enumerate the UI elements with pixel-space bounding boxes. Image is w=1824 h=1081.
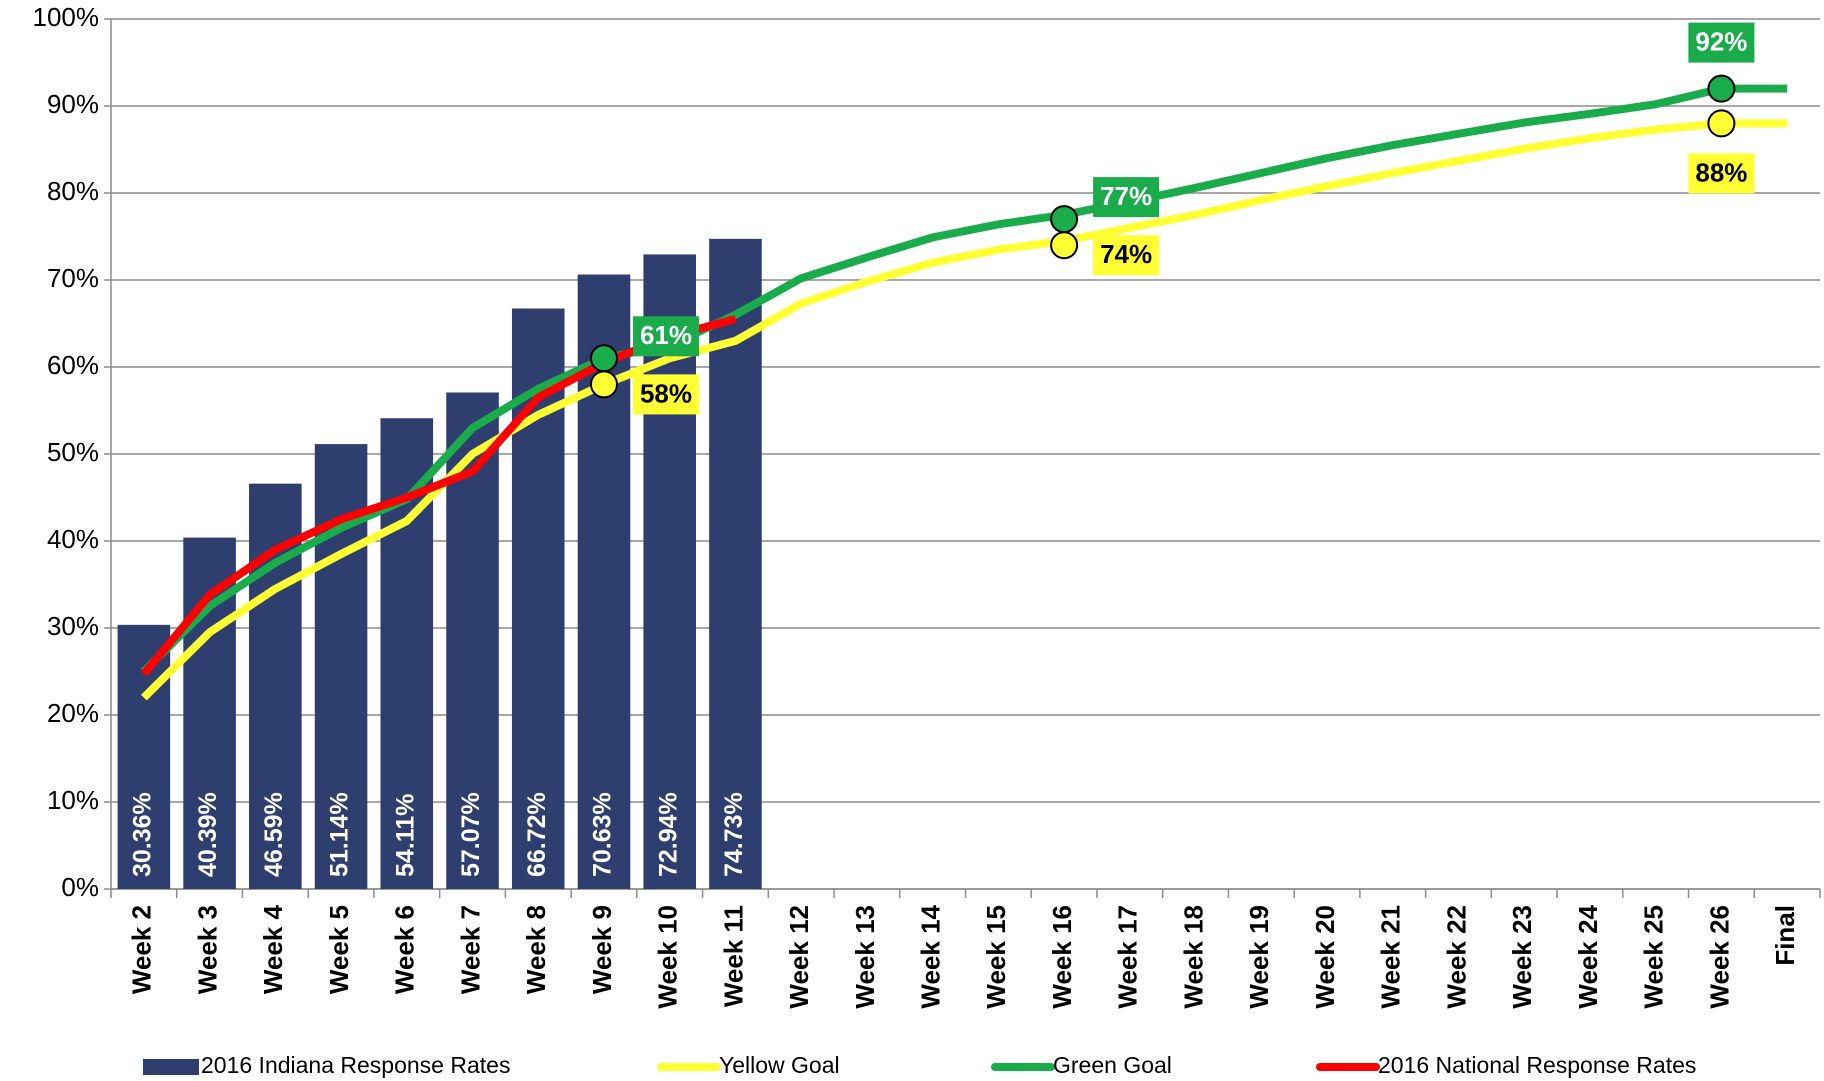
bar-value-label: 57.07% — [457, 792, 485, 877]
bar-value-label: 46.59% — [260, 792, 288, 877]
y-tick-label: 20% — [47, 698, 99, 728]
annotation-box — [632, 374, 699, 415]
x-tick-label: Week 2 — [127, 905, 157, 994]
x-tick-label: Week 15 — [981, 905, 1011, 1009]
bar-value-label: 66.72% — [523, 792, 551, 877]
x-tick-label: Week 24 — [1573, 904, 1603, 1008]
goal-marker — [1707, 109, 1736, 138]
annotation-label: 92% — [1695, 26, 1747, 56]
x-tick-label: Week 17 — [1113, 905, 1143, 1009]
annotation-label: 74% — [1100, 239, 1152, 269]
annotation-box — [1093, 177, 1160, 218]
y-tick-label: 60% — [47, 350, 99, 380]
y-tick-label: 40% — [47, 524, 99, 554]
legend-swatch — [143, 1059, 199, 1075]
x-tick-label: Week 20 — [1310, 905, 1340, 1009]
line — [141, 119, 1788, 701]
x-tick-label: Week 23 — [1507, 905, 1537, 1009]
x-tick-label: Week 18 — [1178, 905, 1208, 1009]
x-tick-label: Week 25 — [1639, 905, 1669, 1009]
bar-value-label: 30.36% — [128, 792, 156, 877]
y-tick-label: 70% — [47, 263, 99, 293]
bar-value-label: 51.14% — [326, 792, 354, 877]
legend-label: 2016 National Response Rates — [1378, 1052, 1696, 1078]
x-tick-label: Week 8 — [521, 905, 551, 994]
y-tick-label: 80% — [47, 176, 99, 206]
bar-value-label: 74.73% — [720, 792, 748, 877]
goal-marker — [1050, 205, 1079, 234]
bar-value-label: 40.39% — [194, 792, 222, 877]
bar-value-label: 72.94% — [654, 792, 682, 877]
annotation-label: 58% — [640, 378, 692, 408]
y-tick-label: 50% — [47, 437, 99, 467]
x-tick-label: Week 26 — [1704, 905, 1734, 1009]
annotation-box — [1093, 235, 1160, 276]
annotation-label: 61% — [640, 320, 692, 350]
x-tick-label: Final — [1770, 905, 1800, 966]
annotation-label: 77% — [1100, 181, 1152, 211]
y-tick-label: 30% — [47, 611, 99, 641]
y-tick-label: 90% — [47, 89, 99, 119]
bar-value-label: 54.11% — [391, 794, 419, 877]
line — [141, 84, 1788, 675]
x-tick-label: Week 16 — [1047, 905, 1077, 1009]
x-tick-label: Week 14 — [916, 904, 946, 1008]
bar-value-label: 70.63% — [589, 792, 617, 877]
annotation-label: 88% — [1695, 157, 1747, 187]
goal-marker — [1707, 74, 1736, 103]
annotation-box — [632, 316, 699, 357]
legend-label: Green Goal — [1053, 1052, 1172, 1078]
x-tick-label: Week 5 — [324, 905, 354, 994]
x-tick-label: Week 7 — [455, 905, 485, 994]
x-tick-label: Week 12 — [784, 905, 814, 1009]
goal-marker — [589, 370, 618, 399]
y-tick-label: 100% — [33, 2, 100, 32]
x-tick-label: Week 22 — [1441, 905, 1471, 1009]
y-tick-label: 10% — [47, 785, 99, 815]
x-tick-label: Week 4 — [258, 904, 288, 994]
y-tick-label: 0% — [61, 872, 99, 902]
legend-label: Yellow Goal — [719, 1052, 840, 1078]
goal-marker — [1050, 231, 1079, 260]
x-tick-label: Week 21 — [1376, 905, 1406, 1009]
x-tick-label: Week 3 — [192, 905, 222, 994]
x-tick-label: Week 11 — [718, 905, 748, 1007]
x-tick-label: Week 6 — [390, 905, 420, 994]
x-tick-label: Week 10 — [653, 905, 683, 1009]
x-tick-label: Week 19 — [1244, 905, 1274, 1009]
x-tick-label: Week 13 — [850, 905, 880, 1009]
legend-label: 2016 Indiana Response Rates — [201, 1052, 510, 1078]
annotation-box — [1688, 22, 1755, 63]
goal-marker — [589, 344, 618, 373]
x-tick-label: Week 9 — [587, 905, 617, 994]
annotation-box — [1688, 153, 1755, 194]
